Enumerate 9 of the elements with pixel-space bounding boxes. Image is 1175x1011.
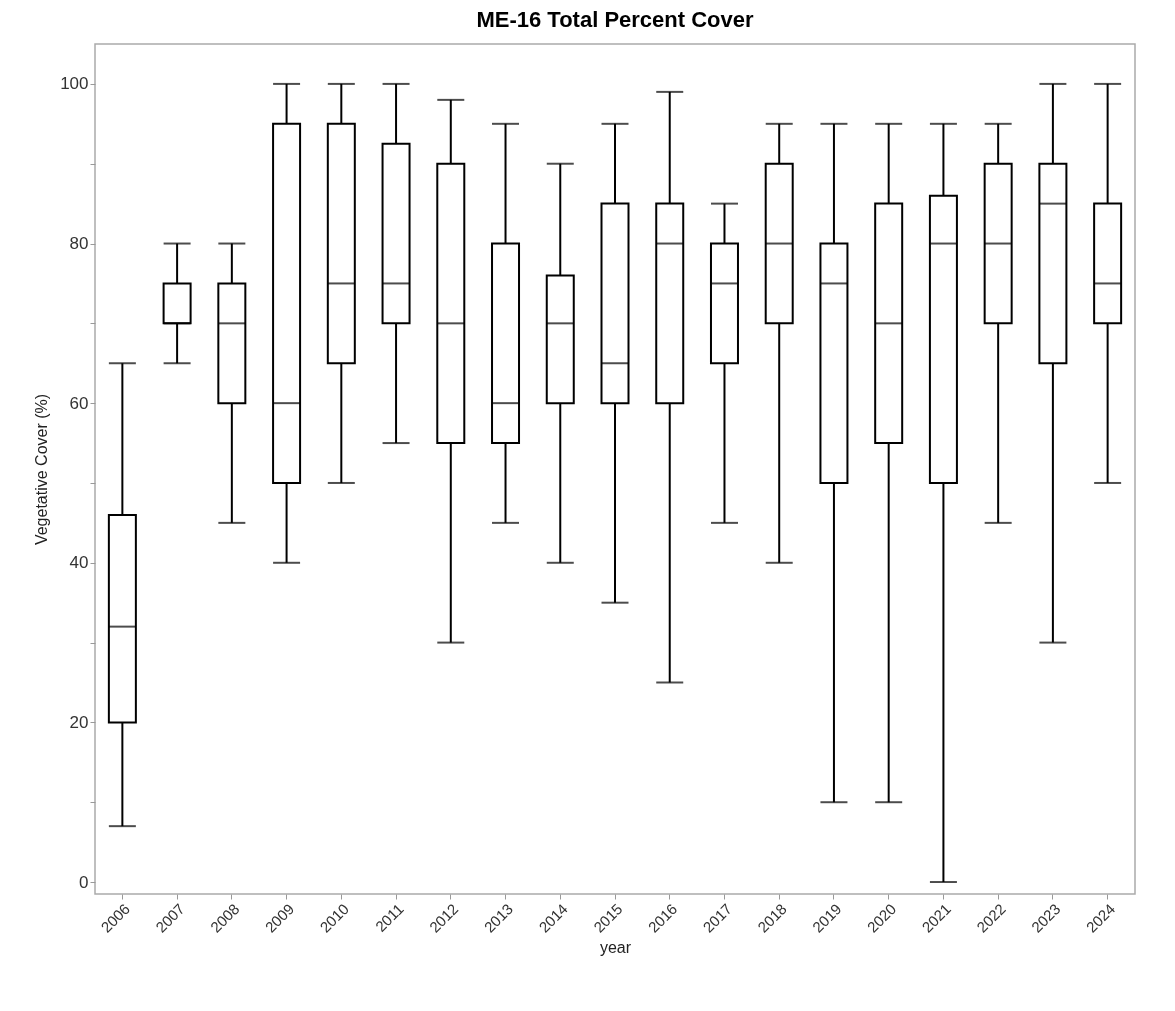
chart-title: ME-16 Total Percent Cover <box>476 7 754 32</box>
y-tick-label: 40 <box>69 553 89 573</box>
y-tick-label: 60 <box>69 393 89 413</box>
y-axis-title: Vegetative Cover (%) <box>33 393 51 546</box>
y-tick-label: 80 <box>69 234 89 254</box>
y-tick-label: 0 <box>79 872 89 892</box>
x-axis-title: year <box>599 938 632 956</box>
y-tick-label: 20 <box>69 712 89 732</box>
y-tick-label: 100 <box>60 74 89 94</box>
